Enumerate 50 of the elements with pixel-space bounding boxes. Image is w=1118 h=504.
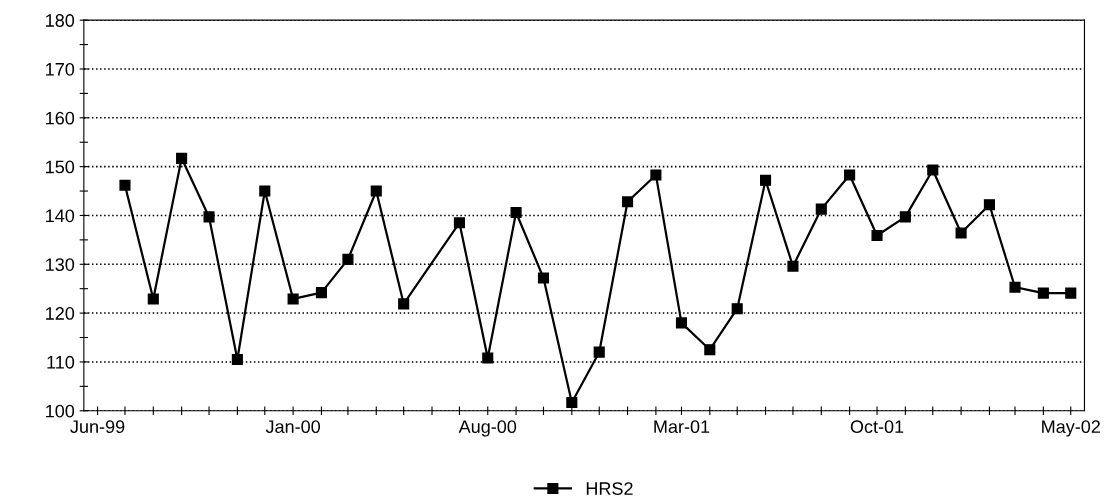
point bbox=[398, 298, 410, 310]
point bbox=[1009, 281, 1021, 293]
point bbox=[1037, 287, 1049, 299]
y-tick-label: 180 bbox=[46, 14, 75, 27]
x-tick-label: Oct-01 bbox=[850, 420, 904, 434]
y-tick-label: 100 bbox=[46, 404, 75, 418]
point bbox=[287, 293, 299, 305]
point bbox=[731, 303, 743, 315]
point bbox=[787, 260, 799, 272]
y-tick-label: 160 bbox=[46, 111, 75, 125]
point bbox=[510, 206, 522, 219]
point bbox=[650, 169, 662, 181]
point bbox=[622, 196, 634, 208]
x-tick-label: Mar-01 bbox=[654, 420, 710, 434]
point bbox=[955, 227, 967, 239]
point bbox=[315, 287, 327, 299]
x-tick-label: Aug-00 bbox=[458, 420, 517, 437]
point bbox=[231, 353, 243, 366]
point bbox=[342, 253, 354, 265]
x-tick-label: May-02 bbox=[1042, 420, 1100, 437]
point bbox=[759, 174, 772, 186]
point bbox=[176, 152, 188, 164]
point bbox=[453, 217, 465, 229]
point bbox=[704, 344, 716, 356]
point bbox=[119, 179, 131, 191]
y-tick-label: 150 bbox=[46, 160, 75, 174]
point bbox=[815, 203, 827, 215]
point bbox=[899, 211, 911, 223]
point bbox=[370, 185, 382, 197]
y-tick-label: 140 bbox=[46, 209, 75, 223]
point bbox=[844, 169, 856, 181]
point bbox=[927, 164, 939, 176]
x-tick-label: Jan-00 bbox=[265, 420, 321, 434]
y-tick-label: 120 bbox=[46, 307, 75, 320]
legend-label: HRS2 bbox=[586, 482, 633, 495]
point bbox=[566, 396, 578, 409]
point bbox=[203, 211, 215, 223]
x-tick-label: Jun-99 bbox=[70, 420, 125, 434]
point bbox=[259, 185, 271, 197]
y-tick-label: 130 bbox=[46, 258, 75, 272]
point bbox=[675, 317, 688, 329]
y-tick-label: 170 bbox=[46, 62, 75, 76]
point bbox=[593, 346, 605, 358]
y-tick-label: 110 bbox=[47, 355, 75, 369]
point bbox=[482, 352, 494, 364]
point bbox=[983, 199, 995, 211]
point bbox=[147, 293, 159, 305]
point bbox=[871, 229, 883, 242]
point bbox=[537, 272, 550, 284]
point bbox=[1065, 287, 1077, 299]
